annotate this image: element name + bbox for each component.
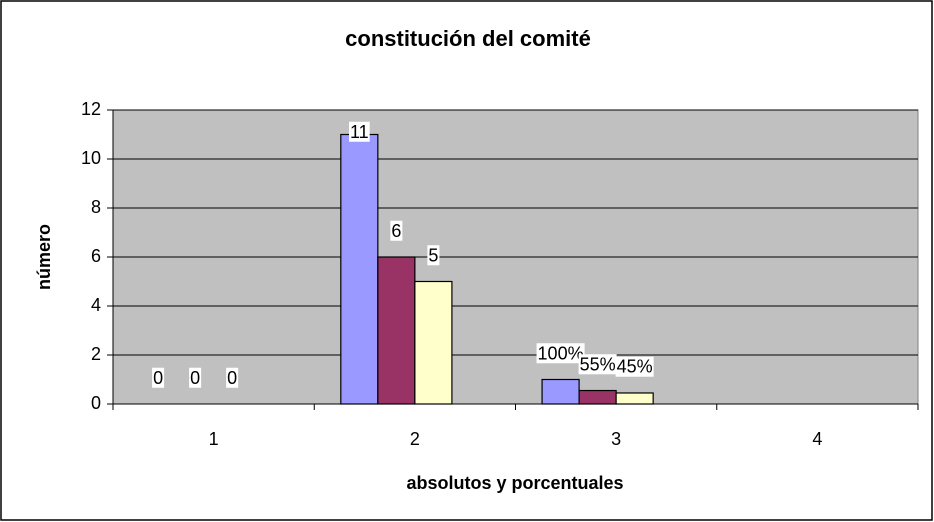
bar [377, 256, 416, 405]
data-label-bg [578, 354, 617, 375]
data-label: 100% [538, 343, 584, 363]
data-label: 6 [391, 221, 401, 241]
y-tick-label: 12 [81, 99, 101, 119]
bar [340, 133, 379, 405]
data-label-bg [348, 121, 370, 142]
bar [541, 378, 580, 405]
chart-title: constitución del comité [345, 26, 591, 51]
x-tick-label: 4 [812, 429, 822, 449]
data-label: 55% [580, 354, 616, 374]
data-label: 5 [428, 245, 438, 265]
x-tick-label: 2 [410, 429, 420, 449]
data-label-bg [226, 367, 239, 388]
y-tick-label: 6 [91, 246, 101, 266]
x-tick-label: 3 [611, 429, 621, 449]
data-label: 0 [227, 368, 237, 388]
y-tick-label: 0 [91, 393, 101, 413]
data-label-bg [152, 367, 165, 388]
data-label-bg [536, 343, 585, 364]
y-tick-label: 8 [91, 197, 101, 217]
data-label-bg [615, 356, 654, 377]
data-label-bg [427, 245, 440, 266]
data-label-bg [390, 220, 403, 241]
data-label: 0 [153, 368, 163, 388]
data-label-bg [189, 367, 202, 388]
y-tick-label: 10 [81, 148, 101, 168]
bar [615, 392, 654, 405]
data-label: 0 [190, 368, 200, 388]
y-tick-label: 2 [91, 344, 101, 364]
bar [578, 389, 617, 405]
data-label: 45% [617, 357, 653, 377]
bar [414, 280, 453, 405]
x-tick-label: 1 [209, 429, 219, 449]
data-label: 11 [350, 122, 369, 142]
y-axis-label: número [34, 224, 54, 290]
x-axis-label: absolutos y porcentuales [406, 473, 623, 493]
y-tick-label: 4 [91, 295, 101, 315]
